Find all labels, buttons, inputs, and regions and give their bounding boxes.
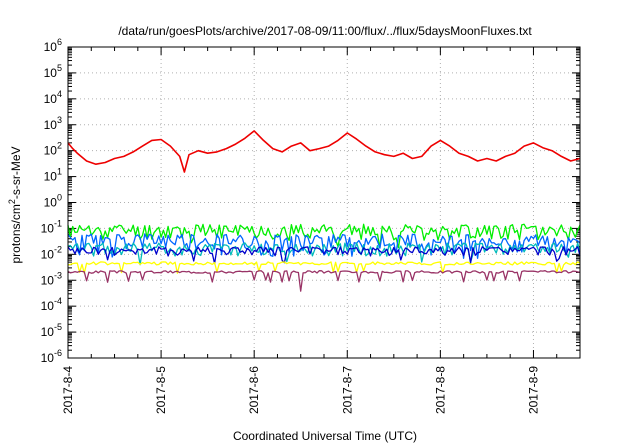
y-tick-label: 100 <box>44 193 62 210</box>
y-tick-label: 10-5 <box>41 322 62 339</box>
x-tick-label: 2017-8-6 <box>247 366 261 414</box>
series-line-2 <box>67 223 581 249</box>
y-tick-label: 106 <box>44 37 62 54</box>
plot-border <box>67 46 581 359</box>
plot-area: 10-6 10-5 10-4 10-3 10-2 10-1 100 101 102 103 104 1… <box>41 37 581 414</box>
series-line-1 <box>67 130 581 173</box>
x-tick-label: 2017-8-7 <box>340 366 354 414</box>
y-axis-label: protons/cm2-s-sr-MeV <box>7 146 23 263</box>
series-line-7 <box>67 270 581 292</box>
y-tick-label: 10-3 <box>41 270 62 287</box>
y-tick-label: 102 <box>44 141 62 158</box>
x-tick-label: 2017-8-9 <box>526 366 540 414</box>
series-line-3 <box>67 233 581 259</box>
series-line-6 <box>67 261 581 274</box>
x-tick-label: 2017-8-8 <box>433 366 447 414</box>
y-tick-label: 10-6 <box>41 348 62 365</box>
y-tick-label: 104 <box>44 89 62 106</box>
y-tick-label: 103 <box>44 115 62 132</box>
x-axis-label: Coordinated Universal Time (UTC) <box>233 429 417 443</box>
y-tick-label: 10-4 <box>41 296 62 313</box>
x-tick-label: 2017-8-4 <box>61 366 75 414</box>
y-tick-label: 10-1 <box>41 218 62 235</box>
chart-title: /data/run/goesPlots/archive/2017-08-09/1… <box>118 24 532 38</box>
y-tick-label: 101 <box>44 167 62 184</box>
y-tick-label: 105 <box>44 63 62 80</box>
y-tick-label: 10-2 <box>41 244 62 261</box>
series-line-5 <box>67 246 581 265</box>
x-tick-label: 2017-8-5 <box>154 366 168 414</box>
